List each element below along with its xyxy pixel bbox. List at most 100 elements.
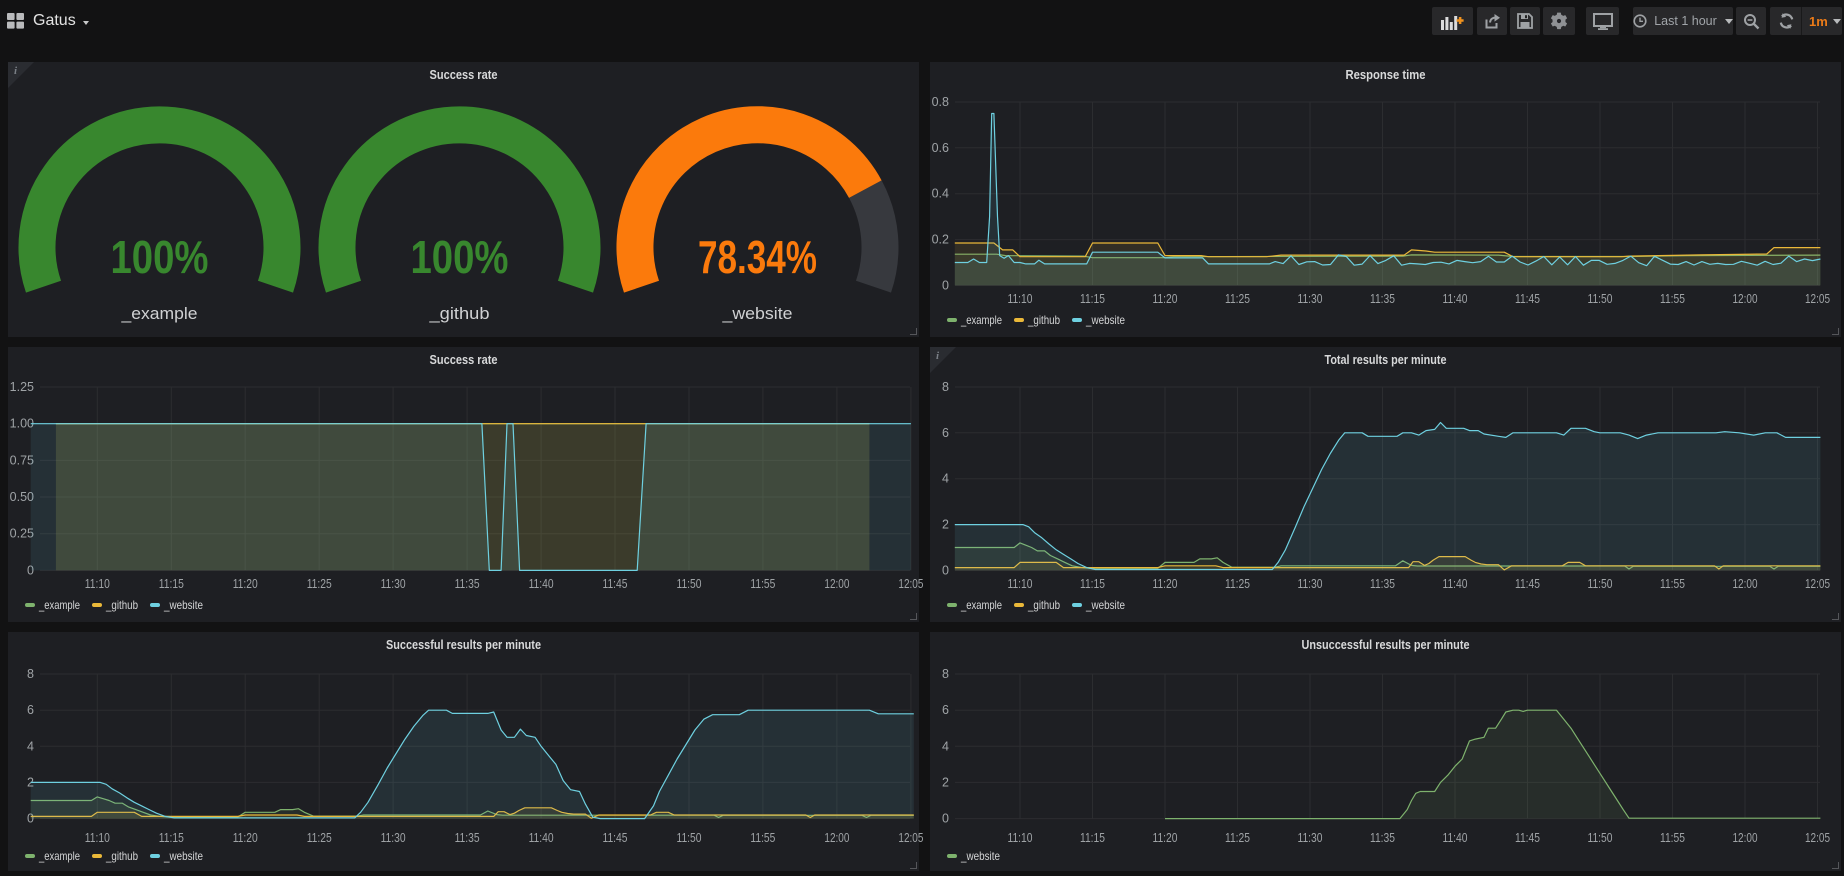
svg-text:11:55: 11:55 bbox=[750, 577, 775, 591]
svg-text:11:40: 11:40 bbox=[1443, 292, 1468, 306]
svg-text:1.00: 1.00 bbox=[10, 417, 34, 431]
svg-text:_github: _github bbox=[105, 598, 138, 612]
svg-text:11:45: 11:45 bbox=[1515, 577, 1540, 591]
svg-text:11:20: 11:20 bbox=[233, 577, 258, 591]
svg-text:11:10: 11:10 bbox=[85, 577, 110, 591]
svg-text:8: 8 bbox=[27, 667, 34, 681]
svg-text:_example: _example bbox=[120, 304, 197, 323]
svg-text:_website: _website bbox=[1085, 598, 1125, 612]
svg-text:11:50: 11:50 bbox=[1588, 831, 1613, 845]
svg-text:11:20: 11:20 bbox=[1153, 831, 1178, 845]
svg-text:_website: _website bbox=[163, 598, 203, 612]
svg-text:11:55: 11:55 bbox=[1660, 292, 1685, 306]
svg-text:12:00: 12:00 bbox=[824, 831, 849, 845]
svg-text:4: 4 bbox=[942, 739, 949, 753]
svg-text:11:15: 11:15 bbox=[1080, 577, 1105, 591]
svg-text:1.25: 1.25 bbox=[10, 380, 34, 394]
svg-text:11:55: 11:55 bbox=[750, 831, 775, 845]
svg-text:11:35: 11:35 bbox=[1370, 831, 1395, 845]
svg-text:0.4: 0.4 bbox=[932, 187, 949, 201]
svg-text:11:15: 11:15 bbox=[1080, 292, 1105, 306]
svg-text:11:35: 11:35 bbox=[1370, 292, 1395, 306]
svg-text:11:20: 11:20 bbox=[1153, 292, 1178, 306]
svg-text:11:20: 11:20 bbox=[1153, 577, 1178, 591]
svg-text:6: 6 bbox=[942, 703, 949, 717]
svg-text:0.2: 0.2 bbox=[932, 233, 949, 247]
svg-text:11:40: 11:40 bbox=[1443, 831, 1468, 845]
svg-text:11:50: 11:50 bbox=[1588, 292, 1613, 306]
svg-text:Success rate: Success rate bbox=[430, 67, 498, 82]
svg-text:11:50: 11:50 bbox=[677, 577, 702, 591]
svg-text:0.8: 0.8 bbox=[932, 95, 949, 109]
svg-text:11:40: 11:40 bbox=[529, 577, 554, 591]
svg-text:11:25: 11:25 bbox=[1225, 831, 1250, 845]
svg-text:Successful results per minute: Successful results per minute bbox=[386, 637, 541, 652]
svg-text:11:30: 11:30 bbox=[381, 577, 406, 591]
svg-text:11:30: 11:30 bbox=[1298, 577, 1323, 591]
svg-text:_github: _github bbox=[1027, 598, 1060, 612]
svg-text:11:40: 11:40 bbox=[529, 831, 554, 845]
svg-text:0.6: 0.6 bbox=[932, 141, 949, 155]
svg-text:_website: _website bbox=[163, 849, 203, 863]
svg-text:11:55: 11:55 bbox=[1660, 577, 1685, 591]
svg-text:Unsuccessful results per minut: Unsuccessful results per minute bbox=[1302, 637, 1470, 652]
svg-text:11:25: 11:25 bbox=[1225, 292, 1250, 306]
svg-text:11:35: 11:35 bbox=[1370, 577, 1395, 591]
svg-text:12:05: 12:05 bbox=[898, 577, 923, 591]
svg-text:4: 4 bbox=[27, 739, 34, 753]
svg-text:11:20: 11:20 bbox=[233, 831, 258, 845]
svg-text:0: 0 bbox=[27, 812, 34, 826]
svg-text:12:05: 12:05 bbox=[1805, 577, 1830, 591]
svg-text:0: 0 bbox=[942, 563, 949, 577]
svg-text:_website: _website bbox=[960, 849, 1000, 863]
svg-text:_website: _website bbox=[721, 304, 792, 323]
svg-text:0: 0 bbox=[27, 563, 34, 577]
svg-text:78.34%: 78.34% bbox=[698, 231, 817, 283]
svg-text:2: 2 bbox=[27, 775, 34, 789]
svg-text:Total results per minute: Total results per minute bbox=[1325, 352, 1447, 367]
svg-text:100%: 100% bbox=[111, 231, 209, 283]
svg-text:8: 8 bbox=[942, 667, 949, 681]
svg-text:_example: _example bbox=[38, 849, 80, 863]
svg-text:_example: _example bbox=[960, 598, 1002, 612]
svg-text:0: 0 bbox=[942, 278, 949, 292]
svg-text:_github: _github bbox=[428, 304, 489, 323]
svg-text:12:05: 12:05 bbox=[1805, 292, 1830, 306]
svg-text:2: 2 bbox=[942, 518, 949, 532]
svg-text:0.25: 0.25 bbox=[10, 527, 34, 541]
svg-text:_example: _example bbox=[960, 313, 1002, 327]
svg-text:12:00: 12:00 bbox=[1733, 292, 1758, 306]
svg-text:Response time: Response time bbox=[1346, 67, 1426, 82]
svg-text:8: 8 bbox=[942, 380, 949, 394]
svg-text:11:30: 11:30 bbox=[381, 831, 406, 845]
svg-text:12:00: 12:00 bbox=[824, 577, 849, 591]
svg-text:11:10: 11:10 bbox=[85, 831, 110, 845]
svg-text:11:25: 11:25 bbox=[1225, 577, 1250, 591]
svg-text:100%: 100% bbox=[411, 231, 509, 283]
svg-text:11:25: 11:25 bbox=[307, 577, 332, 591]
svg-text:11:50: 11:50 bbox=[1588, 577, 1613, 591]
svg-text:11:55: 11:55 bbox=[1660, 831, 1685, 845]
svg-text:12:05: 12:05 bbox=[1805, 831, 1830, 845]
svg-text:Success rate: Success rate bbox=[430, 352, 498, 367]
svg-text:11:15: 11:15 bbox=[1080, 831, 1105, 845]
svg-text:11:30: 11:30 bbox=[1298, 292, 1323, 306]
svg-text:11:45: 11:45 bbox=[603, 831, 628, 845]
svg-text:_github: _github bbox=[105, 849, 138, 863]
svg-text:6: 6 bbox=[27, 703, 34, 717]
svg-text:_example: _example bbox=[38, 598, 80, 612]
svg-text:11:40: 11:40 bbox=[1443, 577, 1468, 591]
svg-text:11:50: 11:50 bbox=[677, 831, 702, 845]
svg-text:12:05: 12:05 bbox=[898, 831, 923, 845]
svg-text:11:10: 11:10 bbox=[1008, 577, 1033, 591]
svg-text:11:45: 11:45 bbox=[1515, 292, 1540, 306]
svg-text:11:15: 11:15 bbox=[159, 577, 184, 591]
svg-text:0.50: 0.50 bbox=[10, 490, 34, 504]
svg-text:6: 6 bbox=[942, 426, 949, 440]
svg-text:11:10: 11:10 bbox=[1008, 831, 1033, 845]
svg-text:11:15: 11:15 bbox=[159, 831, 184, 845]
svg-text:_github: _github bbox=[1027, 313, 1060, 327]
svg-text:4: 4 bbox=[942, 472, 949, 486]
svg-text:11:45: 11:45 bbox=[603, 577, 628, 591]
svg-text:0.75: 0.75 bbox=[10, 453, 34, 467]
